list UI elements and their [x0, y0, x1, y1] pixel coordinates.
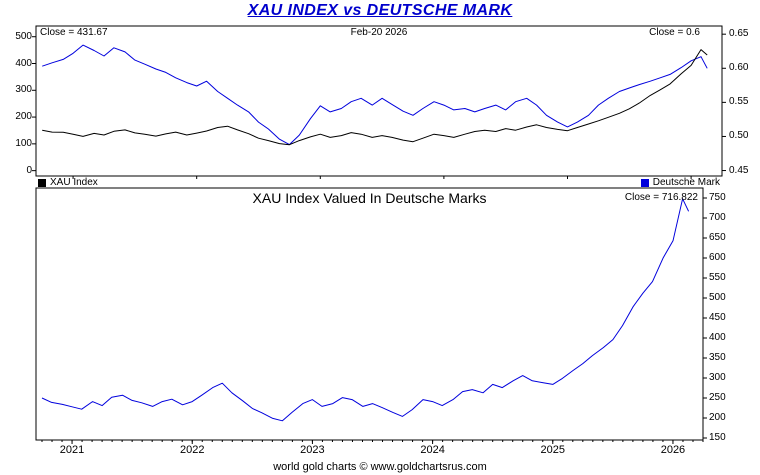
dm-close-annotation: Close = 0.6	[649, 27, 700, 38]
bottom-right-axis-label: 450	[709, 312, 726, 323]
xau-index-legend-label: XAU Index	[50, 177, 98, 188]
footer-credit: world gold charts © www.goldchartsrus.co…	[273, 461, 487, 473]
x-axis-year-label: 2026	[660, 444, 686, 456]
xau-index-legend-swatch	[38, 178, 46, 187]
bottom-right-axis-label: 650	[709, 232, 726, 243]
x-axis-year-label: 2025	[540, 444, 565, 456]
x-axis-year-label: 2021	[59, 444, 85, 456]
top-right-axis-label: 0.65	[729, 28, 749, 40]
x-axis-year-label: 2024	[420, 444, 445, 456]
top-left-axis-label: 300	[15, 84, 32, 96]
top-left-axis-label: 0	[26, 164, 32, 176]
legend-item-xau-index: XAU Index	[38, 177, 98, 188]
top-right-axis-label: 0.55	[729, 96, 749, 108]
xau-in-dm-line	[41, 198, 690, 422]
top-right-axis-label: 0.50	[729, 130, 749, 142]
legend-item-deutsche-mark: Deutsche Mark	[640, 177, 720, 188]
deutsche-mark-legend-swatch	[640, 178, 649, 187]
top-right-axis-label: 0.60	[729, 62, 749, 74]
top-left-axis-label: 100	[15, 137, 32, 149]
x-axis-year-label: 2022	[179, 444, 205, 456]
bottom-right-axis-label: 400	[709, 332, 726, 343]
deutsche-mark-line	[42, 44, 708, 146]
bottom-right-axis-label: 600	[709, 252, 726, 263]
bottom-right-axis-label: 700	[709, 212, 726, 223]
x-axis-year-label: 2023	[300, 444, 325, 456]
bottom-right-axis-label: 750	[709, 192, 726, 203]
top-right-axis-label: 0.45	[729, 164, 749, 176]
top-left-axis-label: 200	[15, 111, 32, 123]
deutsche-mark-legend-label: Deutsche Mark	[652, 177, 720, 188]
page-title: XAU INDEX vs DEUTSCHE MARK	[247, 2, 513, 19]
date-annotation: Feb-20 2026	[350, 27, 408, 38]
top-left-axis-label: 400	[15, 57, 32, 69]
bottom-chart-title: XAU Index Valued In Deutsche Marks	[252, 190, 487, 206]
bottom-right-axis-label: 250	[709, 392, 726, 403]
bottom-right-axis-label: 550	[709, 272, 726, 283]
bottom-right-axis-label: 300	[709, 372, 726, 383]
xau-index-line	[42, 49, 708, 146]
top-plot-border	[35, 25, 723, 177]
bottom-right-axis-label: 500	[709, 292, 726, 303]
bottom-right-axis-label: 200	[709, 412, 726, 423]
top-left-axis-label: 500	[15, 30, 32, 42]
bottom-right-axis-label: 350	[709, 352, 726, 363]
xau-dm-close-annotation: Close = 716.822	[624, 192, 698, 203]
xau-close-annotation: Close = 431.67	[40, 27, 108, 38]
bottom-right-axis-label: 150	[709, 432, 726, 443]
bottom-plot-border	[35, 187, 704, 441]
